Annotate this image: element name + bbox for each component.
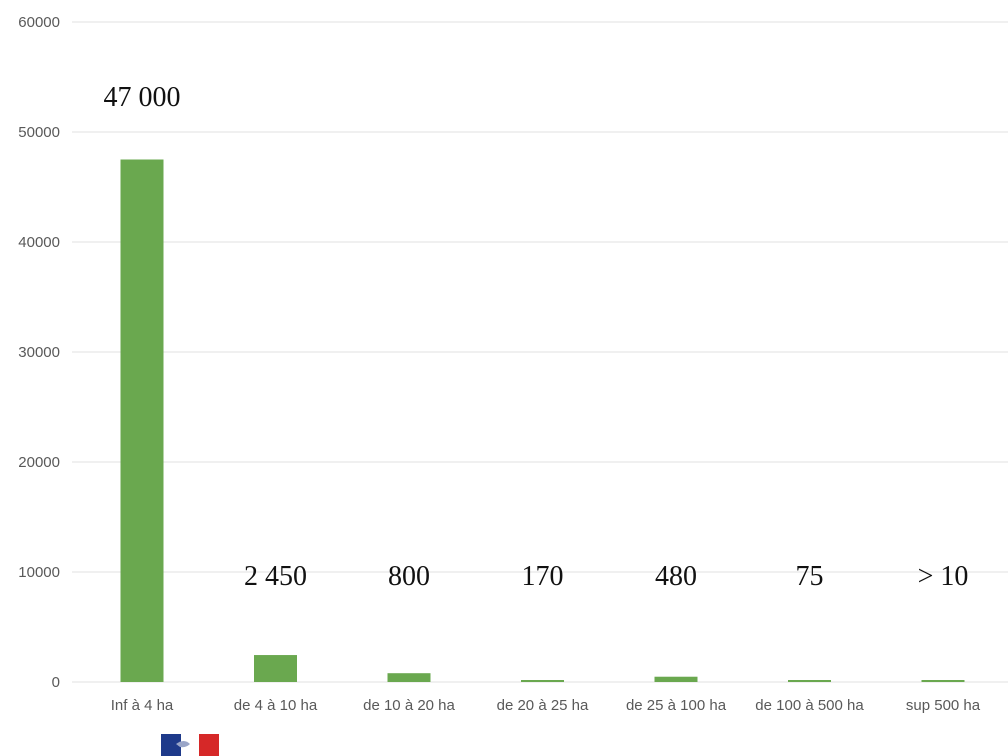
- data-label: 170: [522, 561, 564, 592]
- data-labels: 47 000 2 450 800 170 480 75 > 10: [104, 82, 969, 592]
- data-label: 480: [655, 561, 697, 592]
- x-category-label: de 20 à 25 ha: [497, 697, 589, 714]
- x-category-label: de 10 à 20 ha: [363, 697, 455, 714]
- y-tick-label: 20000: [18, 454, 60, 471]
- x-category-label: Inf à 4 ha: [111, 697, 174, 714]
- y-tick-label: 50000: [18, 124, 60, 141]
- bar: [254, 655, 297, 682]
- logo-red-band: [199, 734, 219, 756]
- grid-lines: [72, 21, 1008, 683]
- data-label: 75: [796, 561, 824, 592]
- logo-white-band: [181, 734, 199, 756]
- y-tick-label: 60000: [18, 14, 60, 31]
- bar: [120, 159, 164, 682]
- data-label: > 10: [918, 561, 969, 592]
- bar: [788, 680, 831, 682]
- logo-profile-shape: [176, 741, 190, 748]
- y-tick-label: 30000: [18, 344, 60, 361]
- bar: [654, 676, 698, 682]
- marianne-logo: [161, 734, 219, 756]
- data-label: 47 000: [104, 82, 181, 113]
- data-label: 2 450: [244, 561, 307, 592]
- x-category-label: de 25 à 100 ha: [626, 697, 727, 714]
- x-category-label: de 4 à 10 ha: [234, 697, 318, 714]
- logo-blue-band: [161, 734, 181, 756]
- bars: [120, 159, 965, 682]
- y-tick-label: 40000: [18, 234, 60, 251]
- bar: [521, 680, 564, 682]
- data-label: 800: [388, 561, 430, 592]
- y-tick-label: 10000: [18, 564, 60, 581]
- bar: [387, 673, 431, 682]
- x-axis-category-labels: Inf à 4 ha de 4 à 10 ha de 10 à 20 ha de 20…: [111, 697, 981, 714]
- y-axis-tick-labels: 0 10000 20000 30000 40000 50000 60000: [18, 14, 60, 691]
- bar: [921, 680, 965, 682]
- x-category-label: de 100 à 500 ha: [755, 697, 864, 714]
- y-tick-label: 0: [52, 674, 60, 691]
- x-category-label: sup 500 ha: [906, 697, 981, 714]
